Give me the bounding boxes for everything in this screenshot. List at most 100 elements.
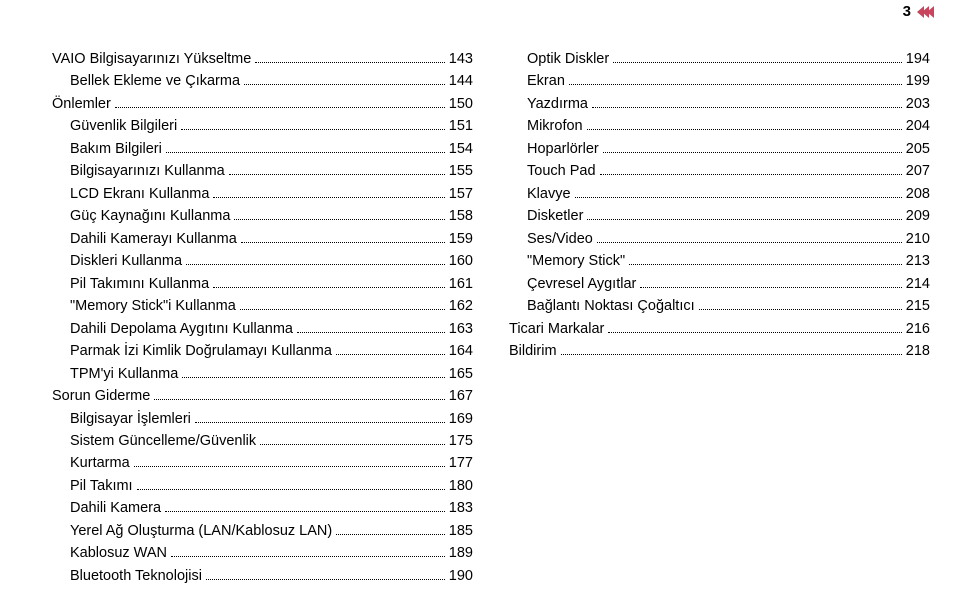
toc-label: Yazdırma xyxy=(527,93,588,115)
toc-page: 214 xyxy=(906,273,930,295)
toc-entry[interactable]: Bilgisayarınızı Kullanma155 xyxy=(52,160,473,182)
toc-label: Ses/Video xyxy=(527,228,593,250)
toc-leader-dots xyxy=(241,242,445,243)
toc-entry[interactable]: Yerel Ağ Oluşturma (LAN/Kablosuz LAN)185 xyxy=(52,520,473,542)
toc-page: 215 xyxy=(906,295,930,317)
toc-leader-dots xyxy=(213,287,445,288)
toc-page: 150 xyxy=(449,93,473,115)
toc-entry[interactable]: Yazdırma203 xyxy=(509,93,930,115)
toc-leader-dots xyxy=(234,219,444,220)
toc-entry[interactable]: Ses/Video 210 xyxy=(509,228,930,250)
toc-entry[interactable]: Dahili Depolama Aygıtını Kullanma163 xyxy=(52,318,473,340)
toc-right-column: Optik Diskler194Ekran 199Yazdırma203Mikro… xyxy=(501,48,930,594)
toc-page: 218 xyxy=(906,340,930,362)
toc-leader-dots xyxy=(240,309,445,310)
toc-label: "Memory Stick"i Kullanma xyxy=(70,295,236,317)
toc-label: Dahili Kamerayı Kullanma xyxy=(70,228,237,250)
toc-leader-dots xyxy=(613,62,902,63)
toc-entry[interactable]: Güvenlik Bilgileri151 xyxy=(52,115,473,137)
toc-label: Önlemler xyxy=(52,93,111,115)
toc-page: 151 xyxy=(449,115,473,137)
toc-leader-dots xyxy=(336,354,445,355)
toc-entry[interactable]: Touch Pad207 xyxy=(509,160,930,182)
toc-leader-dots xyxy=(592,107,902,108)
toc-entry[interactable]: LCD Ekranı Kullanma157 xyxy=(52,183,473,205)
toc-leader-dots xyxy=(186,264,445,265)
toc-entry[interactable]: Bluetooth Teknolojisi190 xyxy=(52,565,473,587)
toc-leader-dots xyxy=(137,489,445,490)
toc-entry[interactable]: Ticari Markalar216 xyxy=(509,318,930,340)
toc-page: 189 xyxy=(449,542,473,564)
toc-label: LCD Ekranı Kullanma xyxy=(70,183,209,205)
toc-label: Ticari Markalar xyxy=(509,318,604,340)
toc-entry[interactable]: Bakım Bilgileri154 xyxy=(52,138,473,160)
toc-entry[interactable]: Disketler209 xyxy=(509,205,930,227)
toc-entry[interactable]: Kablosuz WAN189 xyxy=(52,542,473,564)
toc-label: Sorun Giderme xyxy=(52,385,150,407)
toc-leader-dots xyxy=(195,422,445,423)
toc-page: 185 xyxy=(449,520,473,542)
toc-entry[interactable]: Diskleri Kullanma160 xyxy=(52,250,473,272)
toc-leader-dots xyxy=(255,62,444,63)
toc-entry[interactable]: VAIO Bilgisayarınızı Yükseltme 143 xyxy=(52,48,473,70)
toc-page: 161 xyxy=(449,273,473,295)
toc-label: Çevresel Aygıtlar xyxy=(527,273,636,295)
toc-entry[interactable]: Sistem Güncelleme/Güvenlik175 xyxy=(52,430,473,452)
toc-leader-dots xyxy=(629,264,902,265)
toc-entry[interactable]: Pil Takımını Kullanma 161 xyxy=(52,273,473,295)
toc-leader-dots xyxy=(134,466,445,467)
toc-label: Ekran xyxy=(527,70,565,92)
toc-leader-dots xyxy=(165,511,445,512)
toc-entry[interactable]: Bağlantı Noktası Çoğaltıcı215 xyxy=(509,295,930,317)
toc-page: 159 xyxy=(449,228,473,250)
toc-entry[interactable]: Klavye208 xyxy=(509,183,930,205)
toc-leader-dots xyxy=(206,579,445,580)
toc-leader-dots xyxy=(600,174,902,175)
toc-page: 210 xyxy=(906,228,930,250)
toc-entry[interactable]: Bilgisayar İşlemleri169 xyxy=(52,408,473,430)
toc-entry[interactable]: Çevresel Aygıtlar 214 xyxy=(509,273,930,295)
toc-entry[interactable]: "Memory Stick"213 xyxy=(509,250,930,272)
toc-page: 199 xyxy=(906,70,930,92)
toc-entry[interactable]: Dahili Kamerayı Kullanma 159 xyxy=(52,228,473,250)
toc-leader-dots xyxy=(166,152,445,153)
toc-page: 177 xyxy=(449,452,473,474)
toc-entry[interactable]: Önlemler 150 xyxy=(52,93,473,115)
toc-label: Bakım Bilgileri xyxy=(70,138,162,160)
toc-entry[interactable]: TPM'yi Kullanma 165 xyxy=(52,363,473,385)
toc-leader-dots xyxy=(561,354,902,355)
toc-page: 207 xyxy=(906,160,930,182)
toc-leader-dots xyxy=(260,444,445,445)
toc-entry[interactable]: Sorun Giderme167 xyxy=(52,385,473,407)
toc-entry[interactable]: Bildirim218 xyxy=(509,340,930,362)
toc-entry[interactable]: Kurtarma 177 xyxy=(52,452,473,474)
toc-page: 175 xyxy=(449,430,473,452)
toc-leader-dots xyxy=(587,129,902,130)
toc-entry[interactable]: "Memory Stick"i Kullanma162 xyxy=(52,295,473,317)
toc-page: 194 xyxy=(906,48,930,70)
toc-entry[interactable]: Mikrofon204 xyxy=(509,115,930,137)
page-number: 3 xyxy=(903,3,911,20)
toc-entry[interactable]: Parmak İzi Kimlik Doğrulamayı Kullanma16… xyxy=(52,340,473,362)
page-number-box: 3 xyxy=(903,3,934,20)
toc-entry[interactable]: Optik Diskler194 xyxy=(509,48,930,70)
toc-label: Kurtarma xyxy=(70,452,130,474)
toc-entry[interactable]: Hoparlörler205 xyxy=(509,138,930,160)
toc-leader-dots xyxy=(640,287,901,288)
toc-entry[interactable]: Ekran 199 xyxy=(509,70,930,92)
toc-entry[interactable]: Pil Takımı180 xyxy=(52,475,473,497)
toc-label: Pil Takımını Kullanma xyxy=(70,273,209,295)
toc-entry[interactable]: Dahili Kamera183 xyxy=(52,497,473,519)
toc-page: 165 xyxy=(449,363,473,385)
toc-page: 180 xyxy=(449,475,473,497)
toc-leader-dots xyxy=(336,534,445,535)
toc-page: 163 xyxy=(449,318,473,340)
toc-leader-dots xyxy=(597,242,902,243)
toc-label: TPM'yi Kullanma xyxy=(70,363,178,385)
toc-page: 143 xyxy=(449,48,473,70)
toc-label: VAIO Bilgisayarınızı Yükseltme xyxy=(52,48,251,70)
toc-page: 158 xyxy=(449,205,473,227)
toc-page: 164 xyxy=(449,340,473,362)
toc-entry[interactable]: Bellek Ekleme ve Çıkarma144 xyxy=(52,70,473,92)
toc-entry[interactable]: Güç Kaynağını Kullanma158 xyxy=(52,205,473,227)
